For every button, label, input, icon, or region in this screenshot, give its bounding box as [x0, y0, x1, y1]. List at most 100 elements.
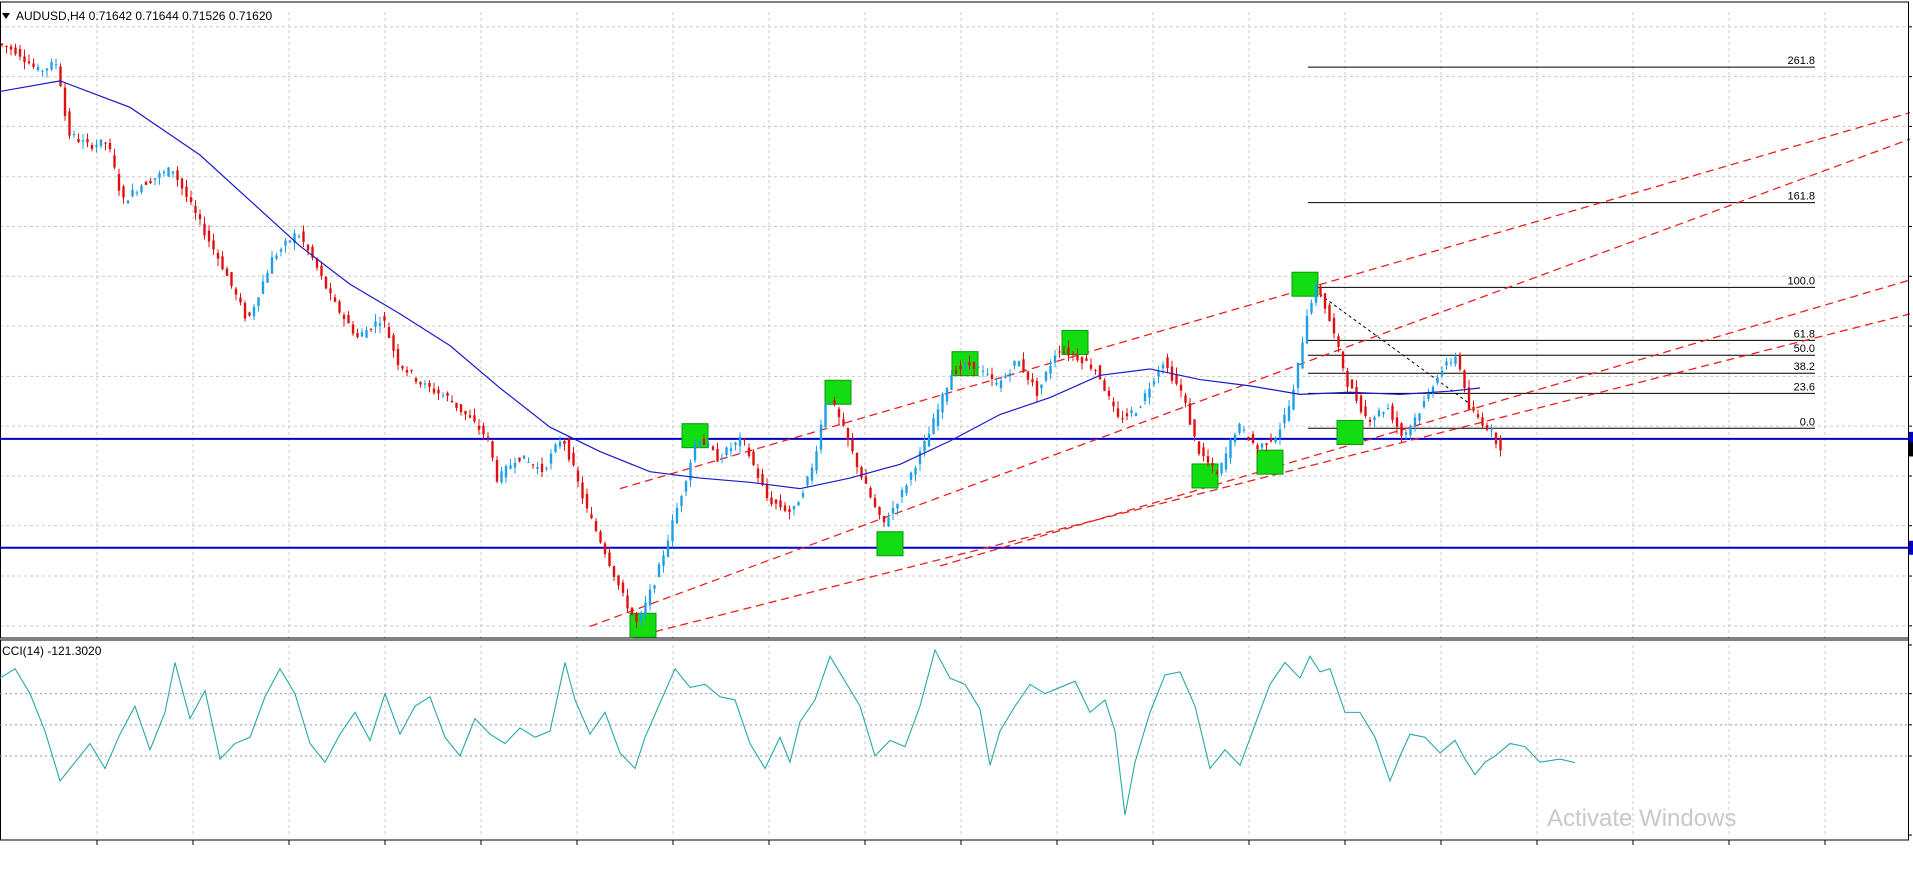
candle-body: [1166, 357, 1169, 368]
candle-body: [824, 404, 827, 428]
candle-body: [540, 463, 544, 473]
candle-body: [1431, 386, 1435, 395]
candle-body: [1251, 433, 1255, 444]
candle-body: [419, 382, 422, 385]
fibonacci-levels[interactable]: 261.8 161.8 100.0 61.8 50.0 38.2 23.6 0.0: [1308, 55, 1815, 429]
candle-body: [860, 467, 863, 478]
price-tag-box: [1909, 540, 1913, 555]
candle-body: [1476, 414, 1480, 418]
candle-body: [45, 68, 49, 71]
candle-body: [567, 437, 571, 460]
candle-body: [968, 362, 971, 366]
candle-body: [531, 464, 535, 466]
candle-body: [1319, 286, 1322, 295]
candle-body: [396, 348, 400, 366]
candle-body: [68, 111, 71, 136]
zone-marker: [629, 612, 657, 638]
candle-body: [81, 140, 85, 142]
candle-body: [707, 444, 710, 446]
candle-body: [1017, 361, 1021, 367]
candle-body: [1368, 419, 1372, 422]
price-tag-box: [1909, 431, 1913, 446]
candle-body: [981, 370, 985, 372]
candle-body: [1139, 406, 1142, 408]
candle-body: [1094, 370, 1097, 372]
candle-body: [815, 451, 818, 471]
activation-watermark: Activate Windows: [1547, 805, 1736, 832]
candle-body: [437, 389, 440, 394]
candle-body: [162, 171, 166, 174]
candle-body: [320, 265, 323, 276]
candle-body: [1080, 357, 1084, 364]
candle-body: [1004, 375, 1007, 378]
channel-line: [619, 112, 1911, 490]
candle-body: [1229, 440, 1232, 459]
candle-body: [846, 428, 850, 441]
candle-body: [1265, 443, 1268, 446]
candle-body: [1274, 437, 1277, 443]
candle-body: [711, 446, 715, 450]
candle-body: [77, 138, 80, 142]
candle-body: [1247, 436, 1250, 441]
candle-body: [905, 485, 908, 494]
zone-marker: [824, 379, 852, 405]
candle-body: [113, 155, 116, 168]
candle-body: [828, 401, 832, 403]
candle-body: [693, 444, 697, 461]
candle-body: [743, 439, 746, 441]
candle-body: [239, 297, 242, 303]
candle-body: [599, 531, 602, 543]
candle-body: [626, 595, 629, 609]
candle-body: [689, 462, 692, 481]
candle-body: [1035, 380, 1039, 396]
candle-body: [1400, 423, 1403, 436]
candle-body: [563, 441, 566, 444]
candle-body: [293, 233, 296, 244]
candle-body: [1053, 355, 1057, 363]
candle-body: [509, 465, 512, 469]
candle-body: [1332, 317, 1336, 334]
candle-body: [747, 447, 751, 456]
candle-body: [95, 144, 98, 148]
fib-level-label: 38.2: [1794, 361, 1815, 373]
candle-body: [50, 62, 53, 70]
candle-body: [1161, 364, 1165, 369]
candle-body: [1485, 425, 1489, 430]
candle-body: [18, 48, 22, 57]
candle-body: [1377, 410, 1381, 417]
candle-body: [1175, 374, 1178, 384]
channel-lines[interactable]: [589, 112, 1911, 639]
candle-body: [225, 268, 229, 276]
candle-body: [891, 507, 895, 514]
candle-body: [468, 415, 472, 418]
candle-body: [1107, 390, 1111, 397]
candle-body: [1269, 437, 1273, 442]
fib-level-label: 100.0: [1787, 275, 1815, 287]
candle-body: [1404, 432, 1408, 435]
triangle-down-icon[interactable]: [2, 13, 10, 19]
candle-body: [1350, 379, 1354, 389]
candle-body: [351, 324, 355, 334]
candle-body: [1188, 403, 1192, 425]
candle-body: [189, 197, 193, 203]
candle-body: [1467, 387, 1471, 410]
candle-body: [1040, 384, 1043, 389]
candle-body: [473, 415, 476, 422]
zone-markers[interactable]: [629, 271, 1364, 638]
candle-body: [288, 240, 292, 242]
candle-body: [1103, 380, 1106, 391]
candle-body: [612, 566, 616, 577]
candle-body: [518, 457, 521, 462]
candle-body: [1220, 463, 1223, 474]
candle-body: [657, 564, 661, 578]
candle-body: [954, 370, 958, 374]
zone-marker: [1061, 329, 1089, 355]
candle-body: [1337, 336, 1340, 348]
candle-body: [1089, 364, 1093, 369]
candle-body: [338, 301, 341, 313]
candle-body: [261, 281, 265, 294]
candle-body: [734, 442, 737, 446]
candle-body: [1494, 432, 1498, 444]
